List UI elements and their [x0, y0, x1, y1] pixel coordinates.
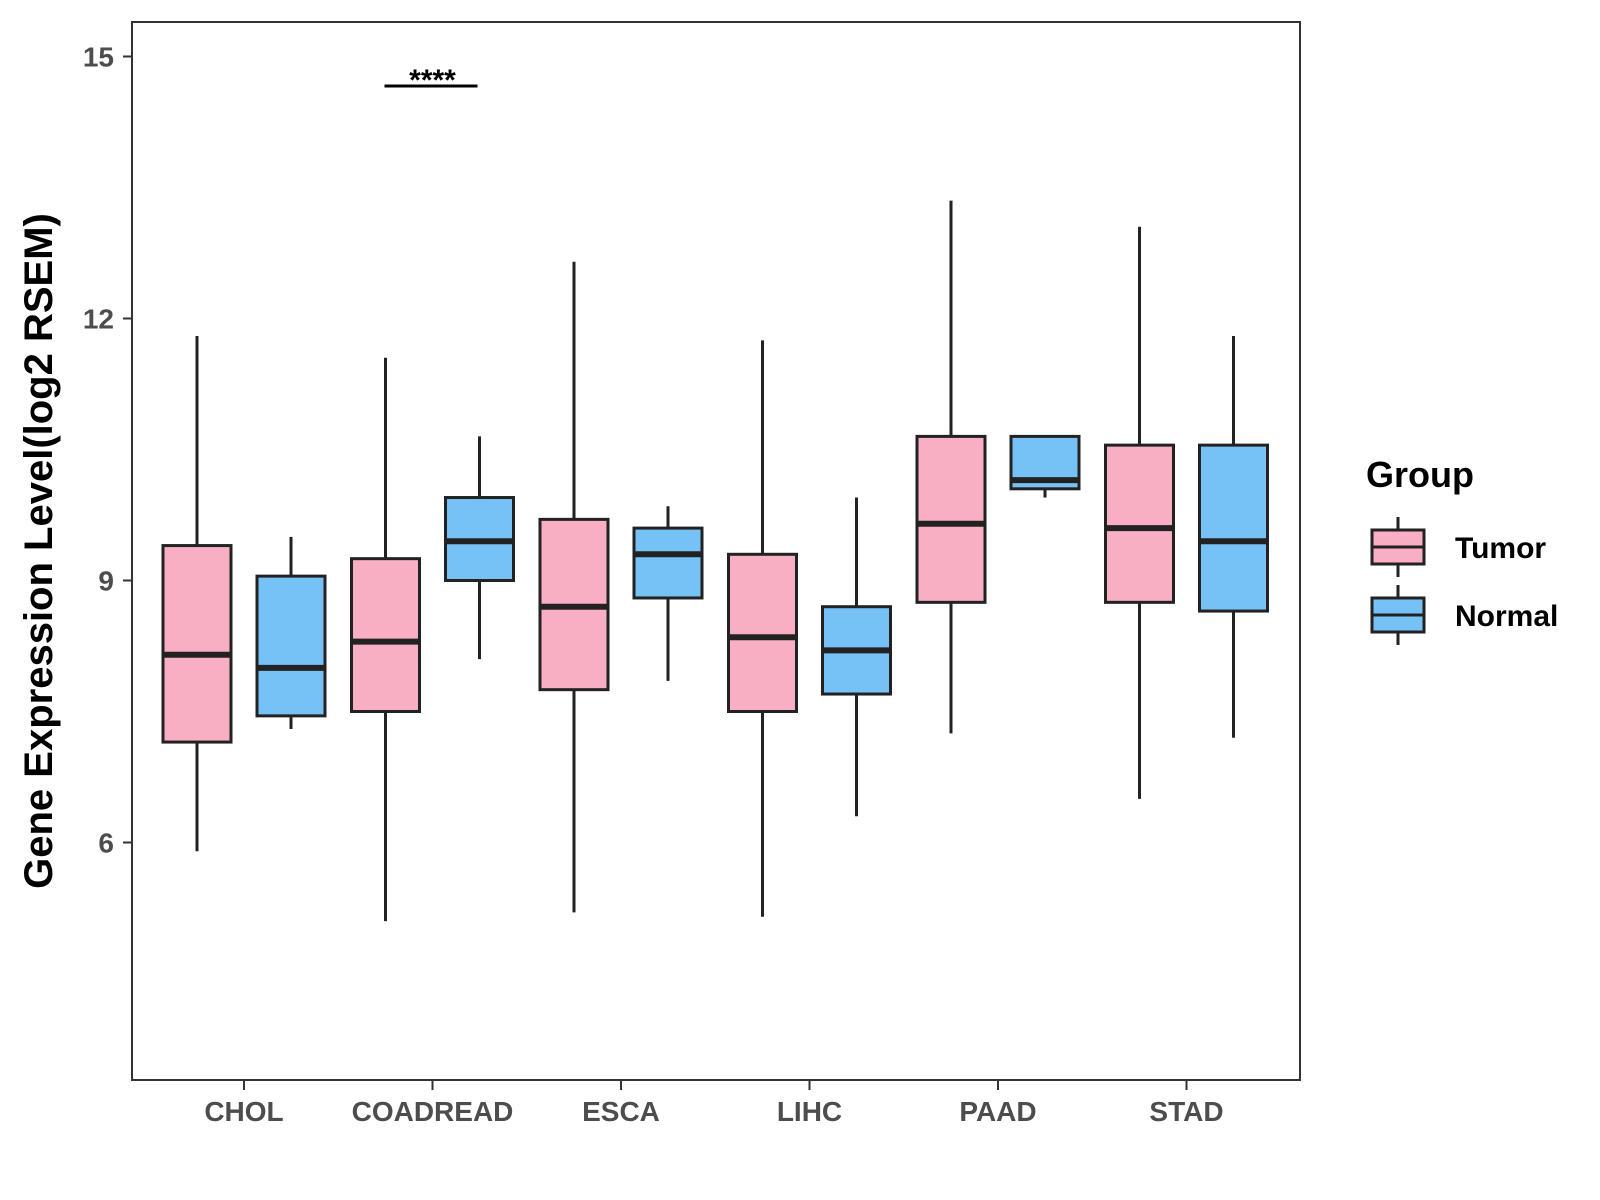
- box-body: [727, 552, 798, 713]
- box-tumor-coadread: [350, 357, 421, 922]
- boxes-layer: [161, 200, 1269, 922]
- legend-item-tumor: Tumor: [1370, 517, 1546, 577]
- significance-label: ****: [409, 64, 456, 97]
- box-body: [632, 526, 704, 600]
- y-tick-label-9: 9: [98, 566, 114, 597]
- box-normal-coadread: [444, 436, 515, 660]
- box-body: [255, 574, 327, 718]
- box-tumor-chol: [161, 335, 233, 852]
- legend-label-normal: Normal: [1455, 600, 1558, 633]
- legend-title: Group: [1366, 454, 1474, 495]
- x-tick-label-lihc: LIHC: [777, 1096, 842, 1127]
- box-body: [161, 544, 233, 744]
- y-axis: 6 9 12 15: [83, 42, 132, 859]
- x-tick-label-chol: CHOL: [204, 1096, 283, 1127]
- legend-label-tumor: Tumor: [1455, 532, 1546, 565]
- legend: Group Tumor Normal: [1366, 454, 1558, 645]
- y-tick-label-12: 12: [83, 304, 114, 335]
- box-normal-esca: [632, 506, 704, 681]
- x-tick-label-stad: STAD: [1149, 1096, 1223, 1127]
- x-tick-label-coadread: COADREAD: [352, 1096, 514, 1127]
- box-body: [1198, 443, 1269, 613]
- box-tumor-stad: [1104, 226, 1175, 799]
- box-body: [1104, 443, 1175, 604]
- y-axis-title: Gene Expression Level(log2 RSEM): [17, 213, 61, 889]
- legend-item-normal: Normal: [1370, 585, 1558, 645]
- y-tick-label-6: 6: [98, 828, 114, 859]
- box-body: [350, 557, 421, 714]
- x-axis: CHOL COADREAD ESCA LIHC PAAD STAD: [204, 1080, 1224, 1127]
- box-tumor-esca: [538, 261, 610, 913]
- y-tick-label-15: 15: [83, 42, 114, 73]
- box-tumor-lihc: [727, 340, 798, 917]
- box-normal-stad: [1198, 335, 1269, 738]
- box-normal-chol: [255, 536, 327, 729]
- box-normal-paad: [1009, 434, 1081, 498]
- box-body: [915, 434, 987, 604]
- box-tumor-paad: [915, 200, 987, 734]
- x-tick-label-paad: PAAD: [959, 1096, 1036, 1127]
- box-normal-lihc: [821, 497, 892, 817]
- annotation-layer: ****: [384, 64, 478, 97]
- x-tick-label-esca: ESCA: [582, 1096, 660, 1127]
